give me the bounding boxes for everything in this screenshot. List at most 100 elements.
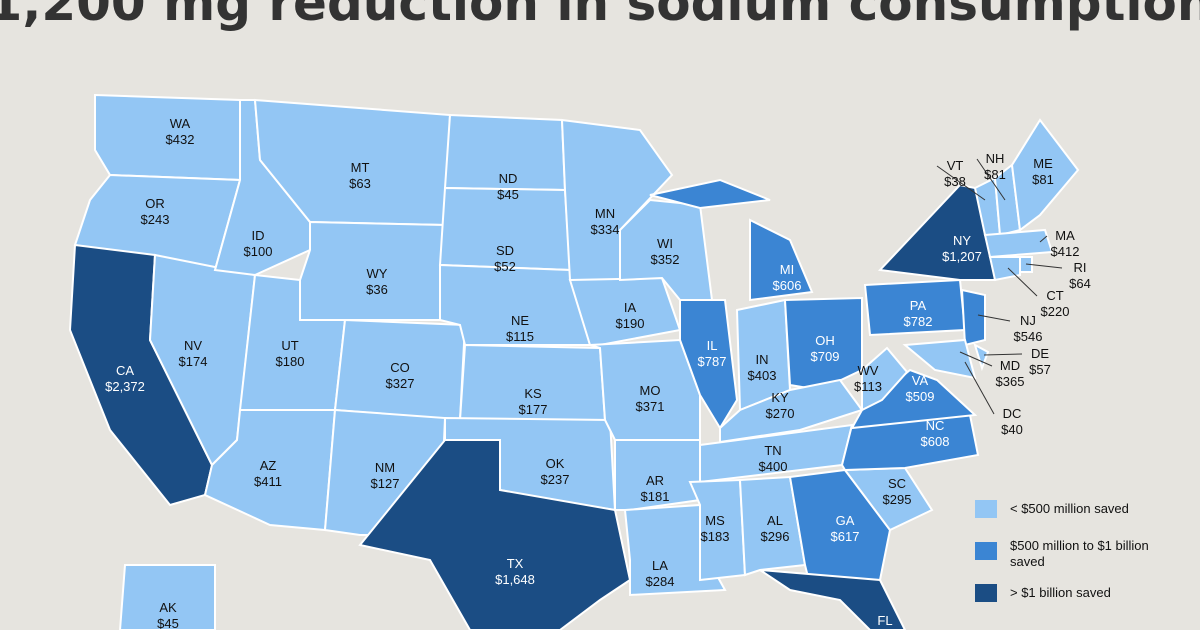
legend-swatch — [975, 500, 997, 518]
state — [988, 256, 1021, 282]
state-value: $36 — [366, 282, 388, 297]
state-value: $180 — [276, 354, 305, 369]
state-label: KY — [771, 390, 789, 405]
state-label: NH — [986, 151, 1005, 166]
state — [749, 218, 814, 302]
state-value: $608 — [921, 434, 950, 449]
state-value: $296 — [761, 529, 790, 544]
state-label: MT — [351, 160, 370, 175]
state-value: $2,372 — [105, 379, 145, 394]
state-label: DE — [1031, 346, 1049, 361]
leader-line — [936, 165, 986, 201]
state-value: $190 — [616, 316, 645, 331]
state-value: $81 — [984, 167, 1006, 182]
state-value: $270 — [766, 406, 795, 421]
state-value: $45 — [497, 187, 519, 202]
leader-line — [1007, 267, 1038, 297]
state-label: AZ — [260, 458, 277, 473]
state-label: AL — [767, 513, 783, 528]
state-label: NY — [953, 233, 971, 248]
state-value: $45 — [157, 616, 179, 630]
state-label: WY — [367, 266, 388, 281]
state-value: $371 — [636, 399, 665, 414]
state-value: $127 — [371, 476, 400, 491]
state-value: $782 — [904, 314, 933, 329]
title: 1,200 mg reduction in sodium consumption — [0, 0, 1200, 32]
state-label: WI — [657, 236, 673, 251]
legend-label: $500 million to $1 billion saved — [1010, 538, 1149, 569]
state-label: FL — [877, 613, 892, 628]
state — [759, 569, 907, 630]
state-label: KS — [524, 386, 542, 401]
state-value: $412 — [1051, 244, 1080, 259]
state-label: RI — [1074, 260, 1087, 275]
state-label: NM — [375, 460, 395, 475]
state-value: $606 — [773, 278, 802, 293]
state-value: $327 — [386, 376, 415, 391]
state-label: MN — [595, 206, 615, 221]
state-value: $38 — [944, 174, 966, 189]
state-value: $115 — [506, 329, 534, 344]
state-label: WV — [858, 363, 879, 378]
state-value: $220 — [1041, 304, 1070, 319]
state — [1010, 118, 1080, 232]
state-value: $63 — [349, 176, 371, 191]
state-value: $400 — [759, 459, 788, 474]
state-label: IN — [756, 352, 769, 367]
state — [960, 288, 986, 347]
state-value: $1,207 — [942, 249, 982, 264]
state-label: OK — [546, 456, 565, 471]
state-value: $40 — [1001, 422, 1023, 437]
state-value: $183 — [701, 529, 730, 544]
state — [861, 346, 909, 412]
leader-line — [983, 353, 1023, 356]
state-label: NV — [184, 338, 202, 353]
legend-swatch — [975, 542, 997, 560]
state-value: $709 — [811, 349, 840, 364]
state — [614, 439, 701, 511]
state-value: $352 — [651, 252, 680, 267]
state-value: $100 — [244, 244, 273, 259]
state-label: TX — [507, 556, 524, 571]
state-label: GA — [836, 513, 855, 528]
state-value: $57 — [1029, 362, 1051, 377]
state-label: VT — [947, 158, 964, 173]
legend-label: > $1 billion saved — [1010, 585, 1111, 600]
state-label: IL — [707, 338, 718, 353]
state-label: NC — [926, 418, 945, 433]
state-label: CO — [390, 360, 410, 375]
state-value: $403 — [748, 368, 777, 383]
leader-line — [977, 314, 1011, 322]
state-label: SC — [888, 476, 906, 491]
state-value: $64 — [1069, 276, 1091, 291]
state — [358, 439, 632, 630]
state-value: $181 — [641, 489, 670, 504]
state-value: $411 — [254, 474, 282, 489]
state-label: OR — [145, 196, 165, 211]
state-label: SD — [496, 243, 514, 258]
leader-line — [1039, 235, 1048, 243]
state-value: $243 — [141, 212, 170, 227]
legend-line: $500 million to $1 billion — [1010, 538, 1149, 553]
leader-line — [964, 361, 995, 415]
state-value: $52 — [494, 259, 516, 274]
state — [118, 564, 216, 630]
state-value: $432 — [166, 132, 195, 147]
state-value: $509 — [906, 389, 935, 404]
state-label: PA — [910, 298, 927, 313]
state — [738, 475, 807, 577]
state — [973, 342, 990, 372]
leader-line — [1025, 263, 1063, 269]
state-label: MO — [640, 383, 661, 398]
state-label: WA — [170, 116, 191, 131]
state-value: $81 — [1032, 172, 1054, 187]
state-value: $177 — [519, 402, 548, 417]
legend-line: saved — [1010, 554, 1045, 569]
legend-label: < $500 million saved — [1010, 501, 1129, 516]
state-label: MI — [780, 262, 794, 277]
state-value: $237 — [541, 472, 570, 487]
state-label: VA — [912, 373, 929, 388]
state-label: ND — [499, 171, 518, 186]
state-label: ME — [1033, 156, 1053, 171]
